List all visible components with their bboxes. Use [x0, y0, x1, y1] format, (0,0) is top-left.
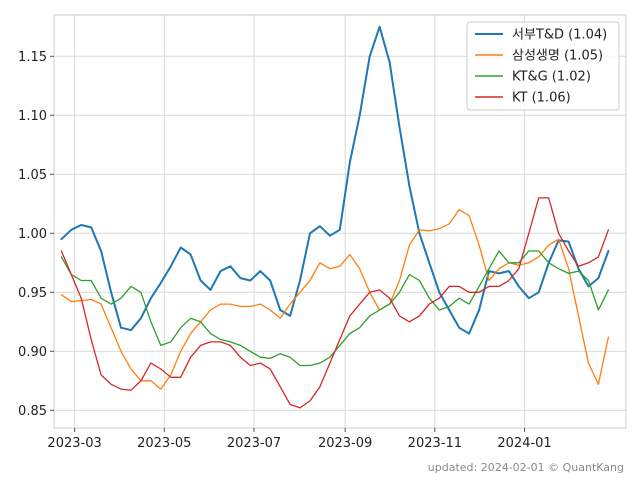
x-tick-label: 2024-01 [497, 436, 551, 451]
series-line [60, 197, 610, 409]
series-lines [60, 25, 610, 409]
y-tick-label: 1.05 [18, 168, 47, 183]
footer-text: updated: 2024-02-01 © QuantKang [428, 461, 624, 474]
x-tick-label: 2023-11 [408, 436, 462, 451]
y-axis: 0.85 0.90 0.95 1.00 1.05 1.10 1.15 [18, 50, 54, 419]
x-tick-label: 2023-09 [318, 436, 372, 451]
series-line [60, 209, 610, 390]
y-tick-label: 1.15 [18, 50, 47, 65]
y-tick-label: 1.10 [18, 109, 47, 124]
legend-box [466, 21, 620, 111]
y-tick-label: 0.90 [18, 345, 47, 360]
y-tick-label: 1.00 [18, 227, 47, 242]
x-axis: 2023-03 2023-05 2023-07 2023-09 2023-11 2024-… [47, 428, 552, 451]
legend-label: 서부T&D (1.04) [512, 28, 607, 43]
legend-label: KT (1.06) [512, 91, 571, 106]
series-line [60, 250, 610, 367]
legend: 서부T&D (1.04) 삼성생명 (1.05) KT&G (1.02) KT (1.… [466, 21, 620, 111]
x-tick-label: 2023-05 [137, 436, 191, 451]
plot-frame [53, 14, 627, 429]
x-tick-label: 2023-07 [227, 436, 281, 451]
series-line [60, 25, 610, 335]
legend-label: 삼성생명 (1.05) [512, 49, 603, 64]
legend-label: KT&G (1.02) [512, 70, 591, 85]
y-tick-label: 0.95 [18, 286, 47, 301]
x-tick-label: 2023-03 [47, 436, 101, 451]
y-tick-label: 0.85 [18, 404, 47, 419]
